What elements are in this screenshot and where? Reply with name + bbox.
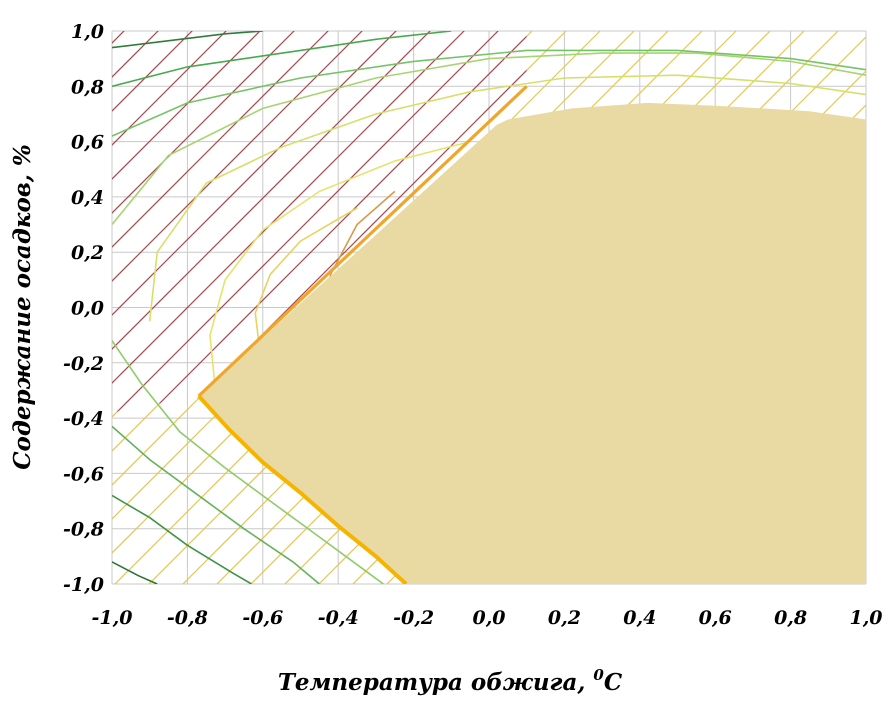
y-tick-label: -0,6 (63, 463, 104, 485)
y-tick-label: 1,0 (71, 21, 104, 43)
y-tick-label: 0,2 (71, 242, 104, 264)
contour-line (112, 49, 866, 137)
x-tick-label: 0,4 (623, 607, 656, 629)
x-tick-label: -1,0 (92, 607, 133, 629)
y-tick-label: -0,4 (63, 408, 104, 430)
y-tick-label: 0,8 (71, 76, 104, 98)
x-tick-label: 0,2 (548, 607, 581, 629)
x-axis-title: Температура обжига, 0C (278, 666, 623, 696)
y-tick-label: 0,4 (71, 187, 104, 209)
x-tick-label: 0,8 (774, 607, 807, 629)
y-axis-title: Содержание осадков, % (9, 144, 36, 470)
y-tick-label: -0,2 (63, 353, 104, 375)
contour-line (148, 74, 866, 322)
contour-line (112, 425, 320, 584)
x-tick-label: 0,0 (472, 607, 505, 629)
y-tick-label: -0,8 (63, 519, 104, 541)
x-tick-label: -0,8 (167, 607, 208, 629)
contour-line (112, 340, 384, 584)
contour-line (112, 31, 263, 49)
x-tick-label: -0,2 (393, 607, 434, 629)
contour-line (112, 31, 452, 88)
x-tick-label: 1,0 (849, 607, 882, 629)
x-tick-label: -0,4 (318, 607, 359, 629)
contour-line (209, 140, 471, 413)
y-tick-label: 0,6 (71, 132, 104, 154)
x-tick-label: -0,6 (242, 607, 283, 629)
contour-line (112, 494, 252, 584)
contour-line (112, 561, 158, 584)
feasible-region-layer (197, 85, 866, 584)
contour-line (254, 207, 358, 377)
y-tick-label: -1,0 (63, 574, 104, 596)
y-tick-labels: 1,0 0,8 0,6 0,4 0,2 0,0 -0,2 -0,4 -0,6 -0,8 -1,0 (63, 21, 104, 596)
region-boundary-lower (197, 394, 408, 584)
contour-line (112, 52, 866, 226)
feasible-region (198, 102, 866, 584)
x-tick-label: 0,6 (699, 607, 732, 629)
y-tick-label: 0,0 (71, 298, 104, 320)
region-boundary-diagonal (197, 85, 528, 398)
x-tick-labels: -1,0 -0,8 -0,6 -0,4 -0,2 0,0 0,2 0,4 0,6 0,8 1,0 (92, 607, 883, 629)
